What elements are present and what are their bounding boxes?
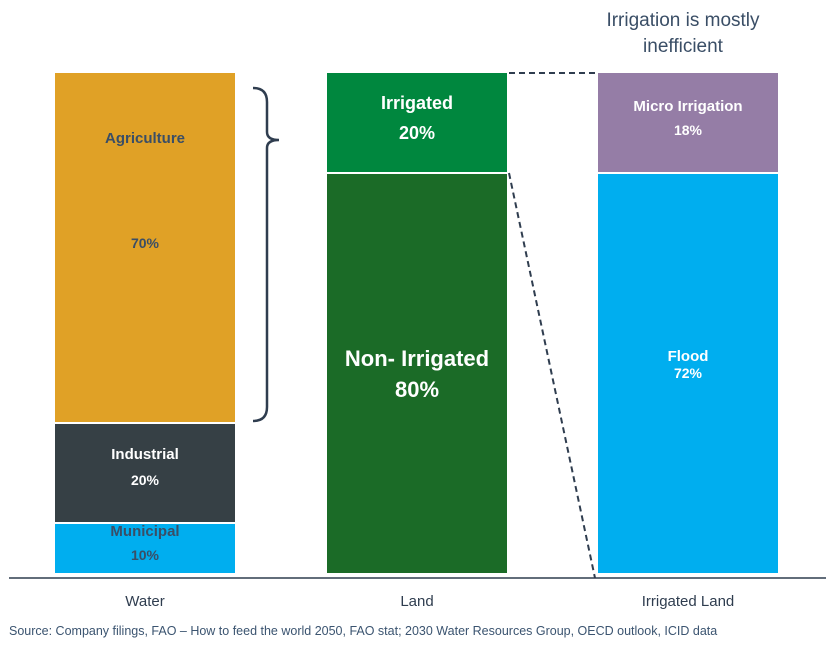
category-label-water: Water [125,593,164,610]
bar-segment-municipal [55,524,235,573]
bar-segment-irrigated [327,73,507,172]
segment-value-flood: 72% [674,365,703,381]
segment-name-industrial: Industrial [111,446,179,463]
bar-segment-micro-irrigation [598,73,778,172]
segment-name-micro-irrigation: Micro Irrigation [633,98,742,115]
category-label-irrigated-land: Irrigated Land [642,593,735,610]
source-note: Source: Company filings, FAO – How to fe… [9,624,718,638]
category-label-land: Land [400,593,433,610]
segment-value-non-irrigated: 80% [395,377,439,402]
connector-bottom-dashed [508,172,596,579]
segment-name-irrigated: Irrigated [381,93,453,113]
bar-segment-industrial [55,424,235,522]
segment-name-flood: Flood [668,348,709,365]
segment-value-municipal: 10% [131,547,160,563]
annotation-line-2: inefficient [643,36,724,57]
segment-value-industrial: 20% [131,472,160,488]
bar-segment-agriculture [55,73,235,422]
segment-value-agriculture: 70% [131,235,160,251]
segment-value-irrigated: 20% [399,123,435,143]
segment-name-non-irrigated: Non- Irrigated [345,346,489,371]
agriculture-bracket [252,86,280,423]
segment-value-micro-irrigation: 18% [674,122,703,138]
segment-name-agriculture: Agriculture [105,130,185,147]
bar-segment-flood [598,174,778,573]
segment-name-municipal: Municipal [110,523,179,540]
annotation-line-1: Irrigation is mostly [606,10,760,31]
bar-segment-non-irrigated [327,174,507,573]
